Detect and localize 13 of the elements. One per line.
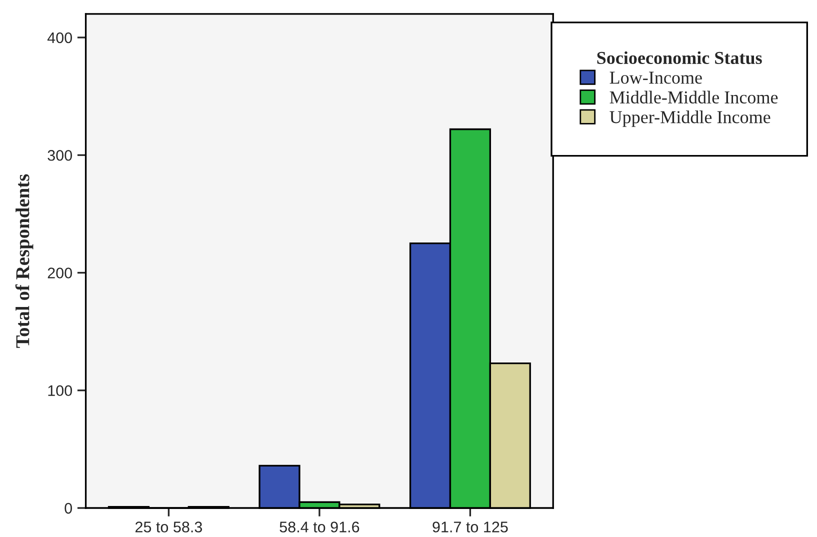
y-tick-label: 200 (48, 268, 72, 278)
y-tick-label: 100 (48, 385, 72, 396)
x-tick-label: 58.4 to 91.6 (280, 522, 360, 532)
y-axis-title: Total of Respondents (15, 174, 34, 348)
x-tick-label: 91.7 to 125 (432, 522, 508, 532)
legend-label: Upper-Middle Income (610, 110, 770, 127)
y-tick-label: 300 (48, 150, 72, 161)
y-tick-label: 400 (47, 32, 72, 44)
legend-label: Low-Income (610, 72, 702, 84)
y-tick-label: 0 (64, 502, 72, 514)
x-tick-label: 25 to 58.3 (135, 522, 202, 532)
legend-label: Middle-Middle Income (610, 90, 778, 104)
legend-title: Socioeconomic Status (597, 51, 762, 64)
